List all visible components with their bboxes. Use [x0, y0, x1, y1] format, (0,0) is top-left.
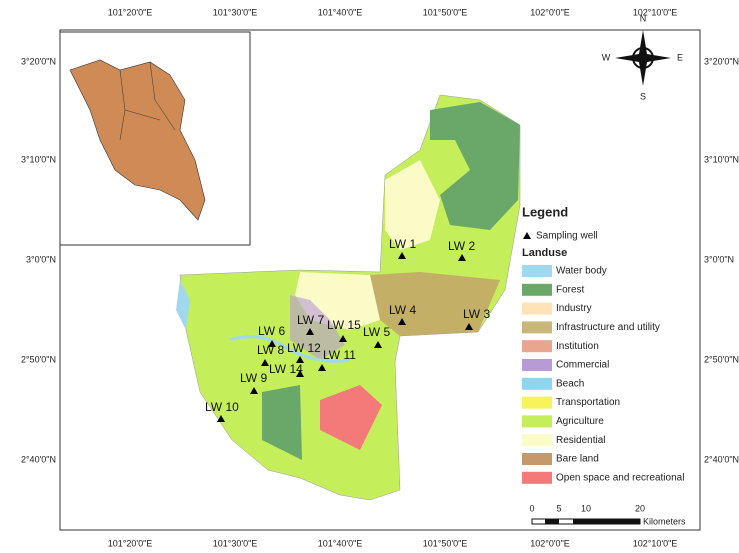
legend-swatch: [522, 265, 552, 277]
legend-subtitle: Landuse: [522, 247, 567, 259]
legend-swatch: [522, 340, 552, 353]
longitude-label: 101°40'0"E: [318, 538, 363, 548]
legend-swatch: [522, 396, 552, 409]
legend-swatch: [522, 321, 552, 334]
longitude-label: 101°30'0"E: [213, 7, 258, 17]
study-area: [176, 94, 521, 501]
legend-swatch: [522, 359, 552, 371]
well-label: LW 5: [363, 325, 390, 339]
longitude-label: 102°10'0"E: [633, 538, 678, 548]
well-label: LW 4: [389, 303, 416, 317]
legend-label: Residential: [556, 435, 605, 446]
sampling-well: [398, 318, 406, 325]
legend-swatch: [522, 471, 552, 484]
legend-label: Transportation: [556, 397, 620, 408]
longitude-label: 102°10'0"E: [633, 7, 678, 17]
latitude-label: 3°20'0"N: [704, 56, 739, 66]
legend-label: Agriculture: [556, 416, 604, 427]
scale-label: 10: [581, 503, 591, 513]
longitude-label: 101°50'0"E: [423, 538, 468, 548]
well-label: LW 7: [297, 313, 324, 327]
compass-letter: S: [640, 91, 646, 101]
well-label: LW 9: [240, 371, 267, 385]
scale-bar: [531, 518, 641, 525]
latitude-label: 2°40'0"N: [21, 454, 56, 464]
latitude-label: 3°10'0"N: [21, 154, 56, 164]
sampling-well: [296, 356, 304, 363]
sampling-well: [268, 340, 276, 347]
scale-label: 0: [529, 503, 534, 513]
sampling-well: [250, 387, 258, 394]
sampling-well: [398, 252, 406, 259]
legend-swatch: [522, 415, 552, 428]
legend-swatch: [522, 434, 552, 447]
latitude-label: 3°0'0"N: [26, 254, 56, 264]
legend-label: Industry: [556, 303, 592, 314]
legend-title: Legend: [522, 204, 568, 219]
sampling-well: [296, 370, 304, 377]
well-label: LW 3: [463, 307, 490, 321]
well-label: LW 8: [257, 343, 284, 357]
legend-label: Open space and recreational: [556, 472, 684, 483]
legend-swatch: [522, 283, 552, 296]
well-label: LW 12: [287, 341, 321, 355]
well-label: LW 1: [389, 237, 416, 251]
well-label: LW 2: [448, 239, 475, 253]
well-label: LW 6: [258, 324, 285, 338]
legend-label: Bare land: [556, 454, 599, 465]
sampling-well: [261, 359, 269, 366]
scale-label: 5: [556, 503, 561, 513]
latitude-label: 2°50'0"N: [704, 354, 739, 364]
legend-label: Beach: [556, 378, 584, 389]
longitude-label: 101°40'0"E: [318, 7, 363, 17]
latitude-label: 3°10'0"N: [704, 154, 739, 164]
longitude-label: 102°0'0"E: [530, 538, 570, 548]
latitude-label: 2°40'0"N: [704, 454, 739, 464]
sampling-well: [374, 341, 382, 348]
compass-letter: W: [602, 52, 611, 62]
well-label: LW 11: [323, 348, 356, 362]
legend-label: Infrastructure and utility: [556, 322, 660, 333]
longitude-label: 101°50'0"E: [423, 7, 468, 17]
latitude-label: 2°50'0"N: [21, 354, 56, 364]
sampling-well: [306, 328, 314, 335]
latitude-label: 3°0'0"N: [704, 254, 734, 264]
sampling-well: [339, 335, 347, 342]
sampling-well: [458, 254, 466, 261]
longitude-label: 101°20'0"E: [108, 7, 153, 17]
well-label: LW 14: [269, 362, 303, 376]
legend-label: Forest: [556, 284, 585, 295]
legend-swatch: [522, 377, 552, 390]
legend-swatch: [522, 302, 552, 315]
sampling-well: [318, 364, 326, 371]
compass-letter: N: [640, 13, 647, 23]
legend-label: Institution: [556, 341, 599, 352]
well-label: LW 10: [205, 400, 239, 414]
latitude-label: 3°20'0"N: [21, 56, 56, 66]
longitude-label: 101°20'0"E: [108, 538, 153, 548]
legend-swatch: [522, 453, 552, 465]
inset-map: [59, 31, 251, 246]
longitude-label: 102°0'0"E: [530, 7, 570, 17]
legend-label: Water body: [556, 266, 607, 277]
compass-letter: E: [677, 52, 683, 62]
sampling-well: [217, 415, 225, 422]
legend-well-symbol: [523, 232, 531, 239]
well-label: LW 15: [327, 318, 361, 332]
longitude-label: 101°30'0"E: [213, 538, 258, 548]
legend-well-label: Sampling well: [536, 231, 598, 242]
sampling-well: [465, 323, 473, 330]
scale-unit: Kilometers: [643, 516, 686, 526]
scale-label: 20: [635, 503, 645, 513]
legend-label: Commercial: [556, 360, 609, 371]
compass: [615, 30, 671, 86]
